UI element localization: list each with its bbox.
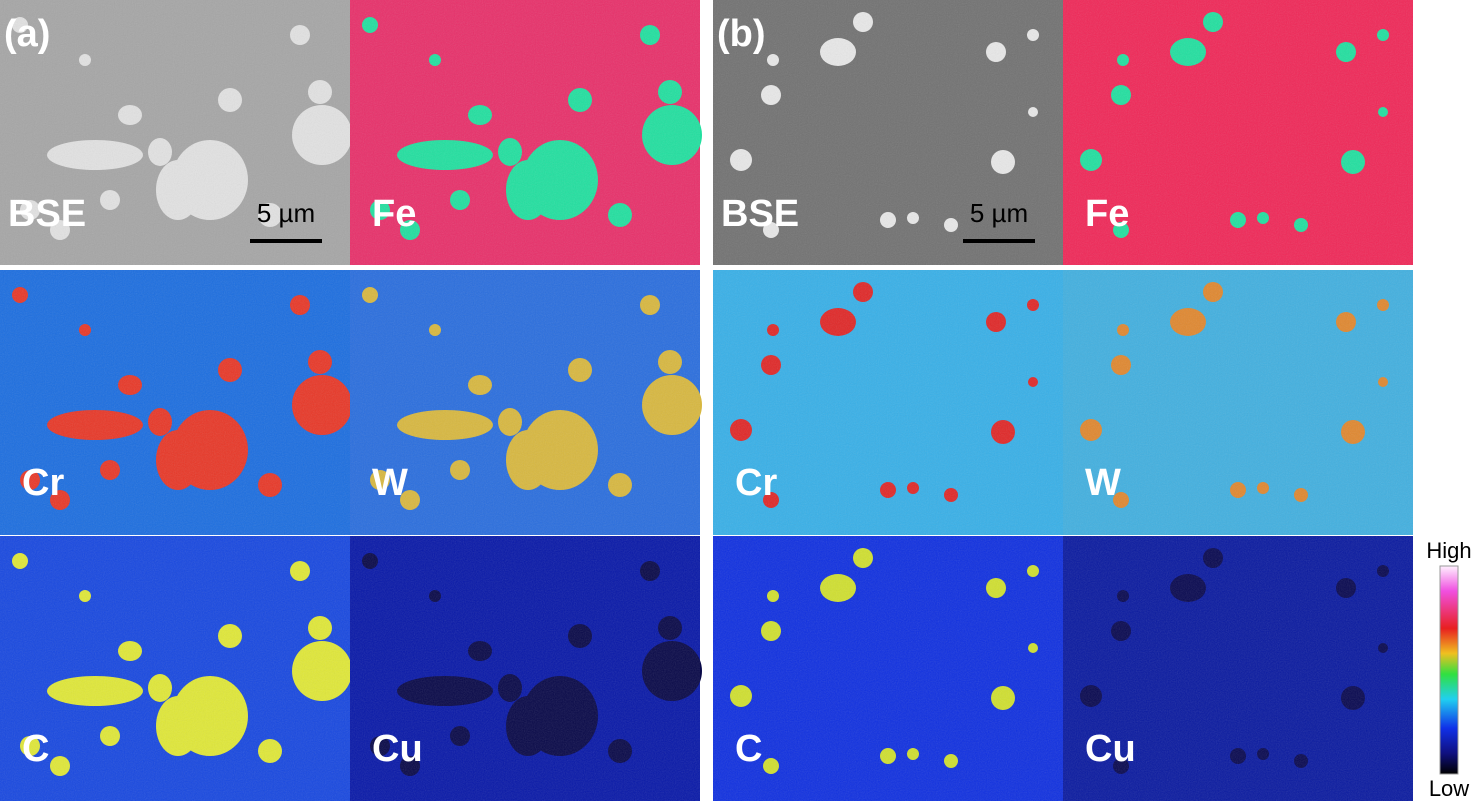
map-panel: Cr: [0, 270, 352, 535]
map-label: Cu: [1085, 728, 1136, 770]
panel-label: (b): [717, 13, 766, 55]
panel-label: (a): [4, 13, 50, 55]
scale-bar-label: 5 µm: [970, 198, 1028, 228]
map-label: Fe: [1085, 193, 1129, 235]
map-panel: BSE 5 µm (b): [713, 0, 1063, 265]
map-label: Cr: [735, 462, 777, 504]
noise: [713, 536, 1063, 801]
noise: [0, 270, 350, 535]
noise: [350, 536, 700, 801]
noise: [1063, 0, 1413, 265]
noise: [0, 0, 350, 265]
noise: [350, 0, 700, 265]
noise: [713, 270, 1063, 535]
noise: [350, 270, 700, 535]
map-label: C: [735, 728, 762, 770]
scale-bar: [250, 239, 322, 243]
map-panel: Fe: [1063, 0, 1413, 265]
map-label: C: [22, 728, 49, 770]
map-panel: Fe: [350, 0, 702, 265]
map-label: W: [1085, 462, 1121, 504]
noise: [713, 0, 1063, 265]
map-panel: Cr: [713, 270, 1063, 535]
map-label: W: [372, 462, 408, 504]
noise: [1063, 270, 1413, 535]
map-label: Cu: [372, 728, 423, 770]
map-panel: Cu: [350, 536, 702, 801]
map-panel: C: [0, 536, 352, 801]
map-panel: W: [350, 270, 702, 535]
scale-bar-label: 5 µm: [257, 198, 315, 228]
noise: [0, 536, 350, 801]
map-panel: W: [1063, 270, 1413, 535]
map-label: BSE: [721, 193, 799, 235]
colorbar-low: Low: [1429, 776, 1469, 801]
colorbar: [1439, 565, 1459, 775]
map-panel: Cu: [1063, 536, 1413, 801]
map-panel: C: [713, 536, 1063, 801]
map-label: BSE: [8, 193, 86, 235]
map-label: Cr: [22, 462, 64, 504]
colorbar-high: High: [1426, 538, 1471, 563]
noise: [1063, 536, 1413, 801]
scale-bar: [963, 239, 1035, 243]
map-panel: BSE 5 µm (a): [0, 0, 352, 265]
map-label: Fe: [372, 193, 416, 235]
